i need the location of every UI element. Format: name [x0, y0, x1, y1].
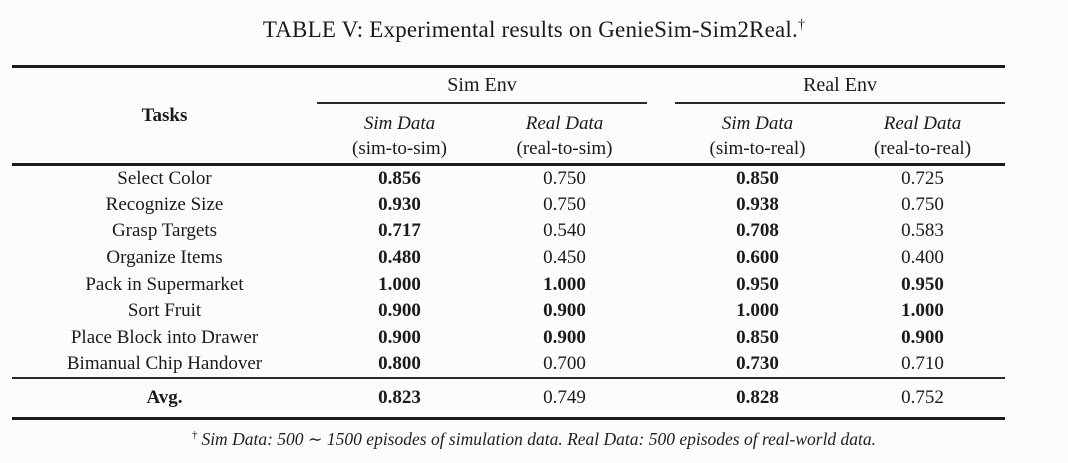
- table-caption-text: TABLE V: Experimental results on GenieSi…: [262, 17, 798, 42]
- value-cell: 0.900: [901, 326, 944, 348]
- value-cell: 0.725: [901, 167, 944, 189]
- avg-value-cell: 0.828: [675, 377, 841, 418]
- value-cell: 0.717: [378, 220, 421, 242]
- average-row: Avg. 0.823 0.749 0.828 0.752: [12, 377, 1006, 418]
- value-cell: 0.938: [736, 193, 779, 215]
- value-cell: 0.900: [543, 300, 586, 322]
- column-gap: [647, 271, 675, 298]
- col-header-sub: (real-to-sim): [516, 138, 613, 160]
- value-cell: 0.950: [736, 273, 779, 295]
- value-cell: 0.710: [901, 353, 944, 375]
- col-header-name: Sim Data: [363, 113, 436, 135]
- tasks-column-header: Tasks: [12, 66, 317, 166]
- value-cell: 0.800: [378, 353, 421, 375]
- table-row: Bimanual Chip Handover 0.800 0.700 0.730 0.7…: [12, 351, 1005, 378]
- column-gap: [647, 298, 675, 325]
- value-cell: 0.400: [901, 246, 944, 268]
- value-cell: 0.540: [543, 220, 586, 242]
- task-cell: Select Color: [117, 167, 212, 189]
- value-cell: 0.900: [378, 326, 421, 348]
- column-gap: [647, 245, 675, 272]
- col-header-sub: (sim-to-real): [709, 138, 806, 160]
- task-cell: Recognize Size: [105, 193, 224, 215]
- value-cell: 0.583: [901, 220, 944, 242]
- value-cell: 1.000: [736, 300, 779, 322]
- value-cell: 0.450: [543, 246, 586, 268]
- task-cell: Bimanual Chip Handover: [66, 353, 263, 375]
- table-footnote: † Sim Data: 500 ∼ 1500 episodes of simula…: [0, 429, 1068, 450]
- value-cell: 1.000: [901, 300, 944, 322]
- column-gap: [647, 102, 676, 166]
- task-cell: Sort Fruit: [127, 300, 202, 322]
- sim-env-group-header: Sim Env: [317, 66, 648, 104]
- column-gap: [647, 377, 676, 418]
- table-row: Select Color 0.856 0.750 0.850 0.725: [12, 165, 1005, 192]
- value-cell: 0.700: [543, 353, 586, 375]
- column-gap: [647, 191, 675, 218]
- value-cell: 0.750: [543, 193, 586, 215]
- avg-value-cell: 0.752: [840, 377, 1006, 418]
- avg-label-cell: Avg.: [12, 377, 317, 418]
- col-header-sub: (sim-to-sim): [352, 138, 447, 160]
- avg-value-cell: 0.749: [482, 377, 648, 418]
- table-row: Pack in Supermarket 1.000 1.000 0.950 0.950: [12, 271, 1005, 298]
- column-gap: [647, 67, 675, 103]
- col-header-sim-data-sim-to-sim: Sim Data (sim-to-sim): [317, 102, 482, 166]
- col-header-real-data-real-to-real: Real Data (real-to-real): [840, 102, 1006, 166]
- task-cell: Grasp Targets: [111, 220, 218, 242]
- table-row: Sort Fruit 0.900 0.900 1.000 1.000: [12, 298, 1005, 325]
- table-body: Select Color 0.856 0.750 0.850 0.725 Recogniz…: [12, 165, 1005, 379]
- footnote-dagger: †: [191, 428, 198, 441]
- table-row: Organize Items 0.480 0.450 0.600 0.400: [12, 245, 1005, 272]
- value-cell: 0.900: [378, 300, 421, 322]
- value-cell: 0.856: [378, 167, 421, 189]
- table-row: Grasp Targets 0.717 0.540 0.708 0.583: [12, 218, 1005, 245]
- value-cell: 1.000: [378, 273, 421, 295]
- group-header-row: Tasks Sim Env Real Env: [12, 66, 1006, 166]
- value-cell: 0.850: [736, 167, 779, 189]
- col-header-name: Real Data: [883, 113, 962, 135]
- col-header-sub: (real-to-real): [873, 138, 972, 160]
- value-cell: 1.000: [543, 273, 586, 295]
- col-header-real-data-real-to-sim: Real Data (real-to-sim): [482, 102, 648, 166]
- column-gap: [647, 165, 675, 192]
- col-header-name: Real Data: [525, 113, 604, 135]
- real-env-group-header: Real Env: [675, 66, 1006, 104]
- sub-header-row: Sim Data (sim-to-sim) Real Data (real-to…: [12, 102, 1006, 166]
- dagger-mark: †: [797, 17, 806, 33]
- value-cell: 0.950: [901, 273, 944, 295]
- task-cell: Pack in Supermarket: [85, 273, 244, 295]
- value-cell: 0.750: [543, 167, 586, 189]
- results-table: Tasks Sim Env Real Env Sim Data (sim-to-…: [12, 65, 1006, 420]
- column-gap: [647, 351, 675, 378]
- col-header-name: Sim Data: [721, 113, 794, 135]
- value-cell: 0.900: [543, 326, 586, 348]
- col-header-sim-data-sim-to-real: Sim Data (sim-to-real): [675, 102, 841, 166]
- avg-value-cell: 0.823: [317, 377, 482, 418]
- table-caption: TABLE V: Experimental results on GenieSi…: [0, 0, 1068, 43]
- table-footer: Avg. 0.823 0.749 0.828 0.752: [12, 377, 1006, 418]
- column-gap: [647, 325, 675, 352]
- value-cell: 0.750: [901, 193, 944, 215]
- column-gap: [647, 218, 675, 245]
- table-header: Tasks Sim Env Real Env Sim Data (sim-to-…: [12, 66, 1006, 166]
- value-cell: 0.600: [736, 246, 779, 268]
- table-row: Recognize Size 0.930 0.750 0.938 0.750: [12, 191, 1005, 218]
- value-cell: 0.730: [736, 353, 779, 375]
- value-cell: 0.930: [378, 193, 421, 215]
- task-cell: Organize Items: [106, 246, 223, 268]
- value-cell: 0.480: [378, 246, 421, 268]
- value-cell: 0.850: [736, 326, 779, 348]
- footnote-text: Sim Data: 500 ∼ 1500 episodes of simulat…: [201, 428, 877, 449]
- value-cell: 0.708: [736, 220, 779, 242]
- table-row: Place Block into Drawer 0.900 0.900 0.850 0.…: [12, 325, 1005, 352]
- task-cell: Place Block into Drawer: [70, 326, 259, 348]
